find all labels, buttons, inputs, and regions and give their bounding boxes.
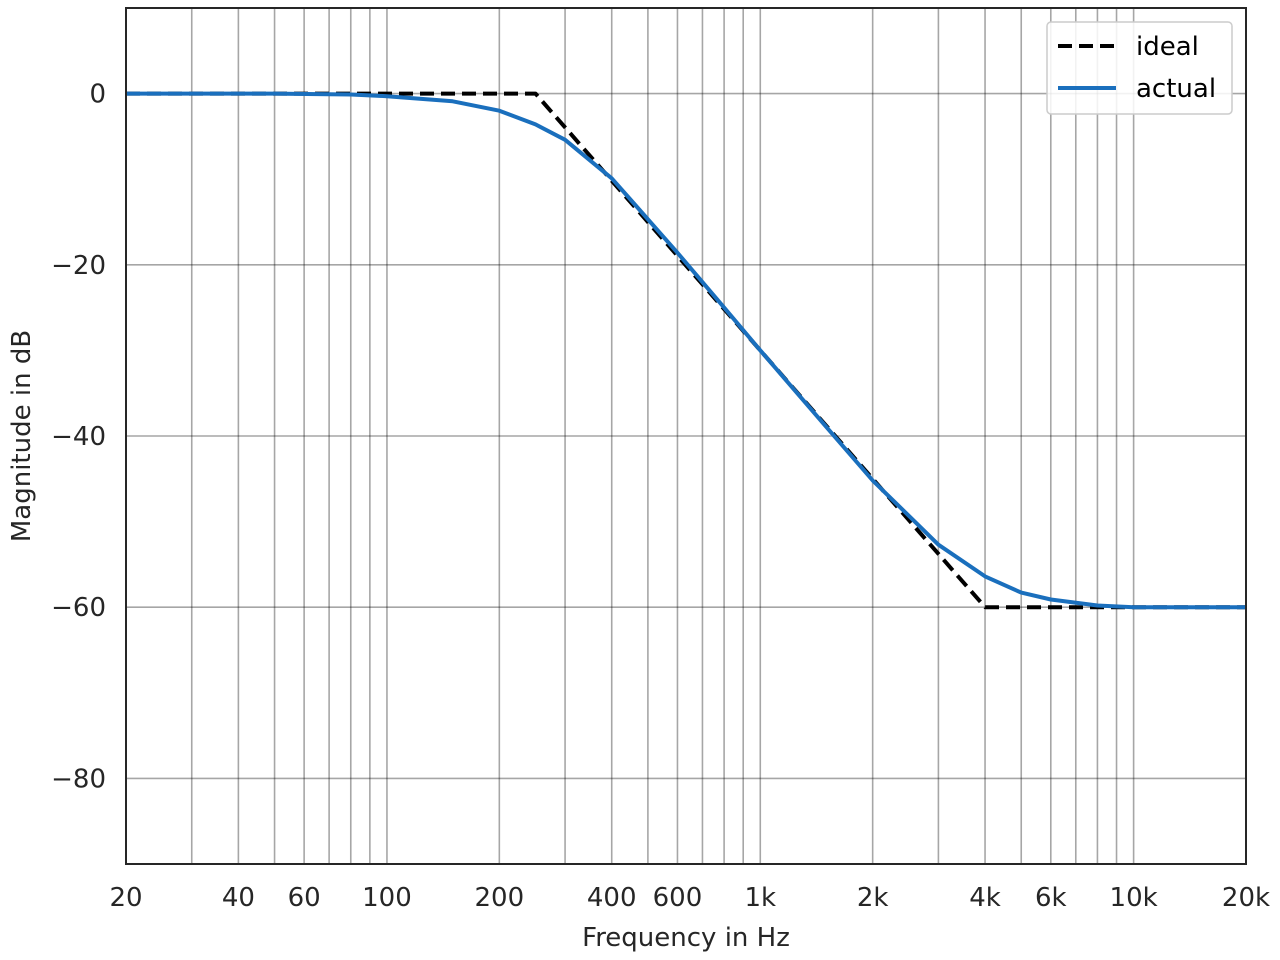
y-axis-title: Magnitude in dB <box>7 330 37 542</box>
series-line-actual <box>126 91 1246 610</box>
x-tick-label: 10k <box>1110 883 1158 913</box>
y-tick-label: −20 <box>51 251 106 281</box>
x-tick-label: 600 <box>653 883 703 913</box>
legend-label-ideal: ideal <box>1136 32 1199 62</box>
x-tick-label: 20k <box>1222 883 1270 913</box>
plot-background <box>126 8 1246 864</box>
y-tick-label: −80 <box>51 764 106 794</box>
x-tick-label: 4k <box>969 883 1001 913</box>
x-tick-label: 2k <box>857 883 889 913</box>
x-tick-label: 6k <box>1035 883 1067 913</box>
x-tick-label: 200 <box>475 883 525 913</box>
x-axis-title: Frequency in Hz <box>582 923 790 953</box>
y-tick-label: 0 <box>89 80 106 110</box>
legend: ideal actual <box>1046 21 1233 115</box>
x-tick-label: 60 <box>288 883 321 913</box>
legend-box <box>1046 21 1233 115</box>
x-tick-label: 400 <box>587 883 637 913</box>
y-tick-label: −60 <box>51 593 106 623</box>
x-tick-label: 20 <box>109 883 142 913</box>
x-tick-label: 100 <box>362 883 412 913</box>
plot-frame <box>125 7 1247 865</box>
x-tick-label: 1k <box>744 883 776 913</box>
x-tick-label: 40 <box>222 883 255 913</box>
tick-labels: 20 40 60 100 200 400 600 1k 2k 4k 6k 10k 20k 0 −20 −40 −… <box>51 80 1270 913</box>
y-tick-label: −40 <box>51 422 106 452</box>
legend-label-actual: actual <box>1136 74 1216 104</box>
series-lines <box>126 91 1246 610</box>
